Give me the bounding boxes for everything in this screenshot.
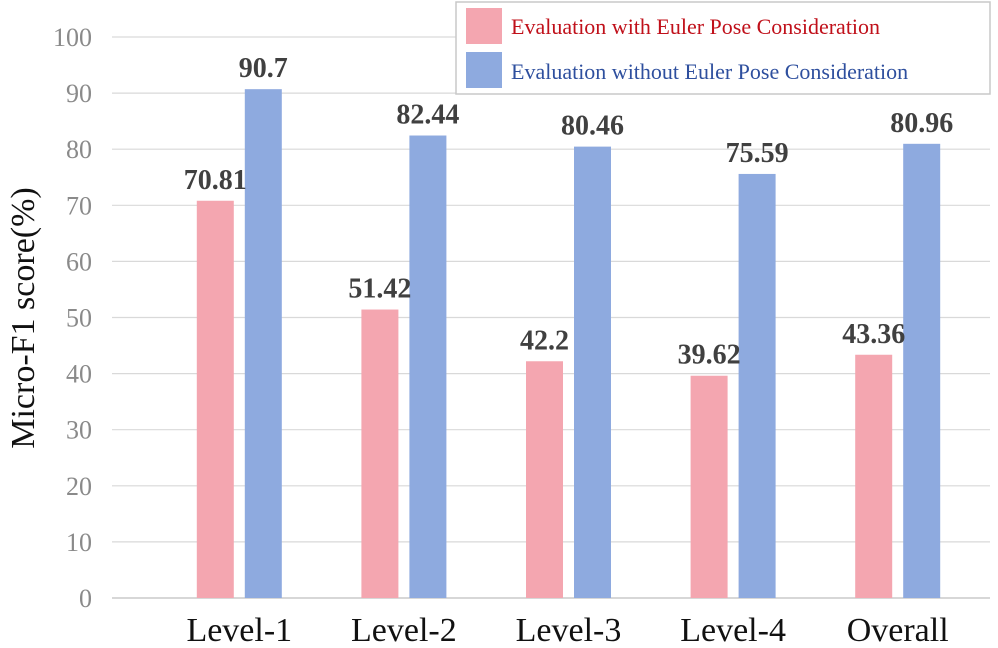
x-tick-label: Level-4 [680,612,786,648]
y-tick-label: 60 [66,247,92,276]
y-tick-label: 40 [66,360,92,389]
legend-box [455,1,991,95]
y-tick-label: 100 [53,23,92,52]
bar-without-pose [244,89,282,598]
y-tick-label: 80 [66,135,92,164]
x-tick-label: Level-2 [351,612,457,648]
y-tick-label: 20 [66,472,92,501]
data-label: 51.42 [348,274,411,305]
bar-with-pose [526,361,563,598]
y-tick-label: 50 [66,304,92,333]
y-axis-title: Micro-F1 score(%) [5,187,42,449]
x-tick-label: Level-1 [186,612,292,648]
legend-label-with-pose: Evaluation with Euler Pose Consideration [511,14,880,39]
data-label: 75.59 [726,138,789,169]
x-tick-label: Overall [847,612,949,648]
bar-with-pose [196,200,234,598]
legend-swatch-without-pose [466,52,502,88]
y-axis-ticks: 0 10 20 30 40 50 60 70 80 90 100 [53,23,92,613]
bar-without-pose [409,135,447,598]
bars [196,89,941,599]
legend-swatch-with-pose [466,8,502,44]
bar-with-pose [361,309,399,598]
bar-without-pose [738,173,776,598]
y-tick-label: 70 [66,191,92,220]
y-tick-label: 0 [79,584,92,613]
legend: Evaluation with Euler Pose Consideration… [455,1,991,95]
y-tick-label: 30 [66,416,92,445]
data-label: 80.46 [561,111,624,142]
data-labels: 70.81 90.7 51.42 82.44 42.2 80.46 39.62 75.59 43… [184,53,953,371]
data-label: 82.44 [396,100,459,131]
data-label: 42.2 [520,325,569,356]
bar-with-pose [690,375,728,598]
y-tick-label: 10 [66,528,92,557]
bar-with-pose [855,354,893,598]
data-label: 39.62 [678,340,741,371]
y-tick-label: 90 [66,79,92,108]
x-tick-label: Level-3 [516,612,622,648]
legend-label-without-pose: Evaluation without Euler Pose Considerat… [511,59,908,84]
data-label: 70.81 [184,165,247,196]
data-label: 80.96 [890,108,953,139]
data-label: 43.36 [842,319,905,350]
bar-without-pose [574,146,611,599]
x-axis-ticks: Level-1 Level-2 Level-3 Level-4 Overall [186,612,948,648]
data-label: 90.7 [239,53,288,84]
bar-without-pose [903,143,941,599]
